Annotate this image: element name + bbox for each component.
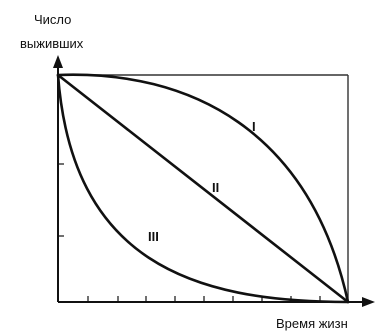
x-axis-arrow-icon	[362, 297, 375, 307]
curve-I	[56, 73, 350, 304]
curve-label-III: III	[148, 229, 159, 244]
y-axis-title-line2: выживших	[20, 36, 84, 51]
x-axis-title: Время жизн	[276, 316, 348, 331]
curve-label-II: II	[212, 180, 219, 195]
curve-III	[56, 73, 350, 304]
y-axis-arrow-icon	[53, 55, 63, 68]
y-axis-title-line1: Число	[34, 12, 71, 27]
curve-II	[56, 73, 350, 304]
curve-label-I: I	[252, 119, 256, 134]
